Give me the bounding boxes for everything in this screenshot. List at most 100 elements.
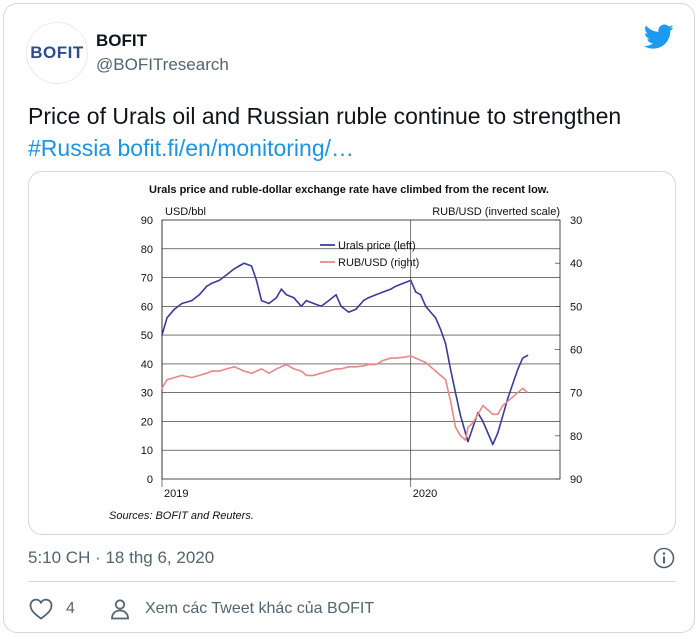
data-point — [402, 356, 404, 358]
data-point — [449, 368, 452, 371]
data-point — [238, 368, 240, 370]
data-point — [390, 357, 392, 359]
right-tick-label: 70 — [570, 388, 582, 400]
data-point — [487, 409, 489, 411]
data-point — [375, 294, 377, 296]
data-point — [502, 404, 504, 407]
twitter-bird-icon[interactable] — [644, 24, 674, 50]
tweet-timestamp[interactable]: 5:10 CH · 18 thg 6, 2020 — [28, 548, 215, 567]
data-point — [328, 299, 330, 302]
data-point — [454, 426, 457, 428]
left-tick-label: 80 — [141, 244, 153, 256]
data-point — [459, 435, 462, 437]
data-point — [313, 302, 315, 305]
right-tick-label: 60 — [570, 345, 582, 357]
data-point — [275, 297, 278, 299]
left-tick-label: 50 — [141, 330, 153, 342]
data-point — [367, 297, 370, 299]
data-point — [355, 366, 357, 368]
data-point — [482, 404, 484, 407]
display-name[interactable]: BOFIT — [96, 31, 147, 50]
right-axis-label: RUB/USD (inverted scale) — [432, 206, 560, 218]
data-point — [313, 374, 315, 377]
data-point — [218, 279, 220, 282]
data-point — [425, 305, 427, 307]
data-point — [444, 343, 447, 345]
data-point — [527, 354, 529, 356]
x-tick-label: 2020 — [413, 488, 437, 500]
data-point — [260, 368, 263, 370]
data-point — [211, 370, 213, 372]
data-point — [161, 334, 163, 336]
left-tick-label: 10 — [141, 445, 153, 457]
avatar[interactable]: BOFIT — [26, 22, 88, 84]
left-tick-label: 20 — [141, 416, 153, 428]
user-handle[interactable]: @BOFITresearch — [96, 55, 229, 74]
like-count: 4 — [66, 600, 75, 617]
series-line-1 — [161, 355, 529, 441]
data-point — [439, 374, 442, 377]
data-point — [434, 317, 437, 319]
data-point — [250, 265, 253, 267]
data-point — [181, 302, 183, 305]
data-point — [467, 440, 469, 443]
more-tweets-link[interactable]: Xem các Tweet khác của BOFIT — [145, 600, 375, 617]
data-point — [482, 420, 484, 423]
data-point — [415, 357, 417, 359]
data-point — [527, 392, 529, 394]
data-point — [497, 413, 499, 415]
data-point — [449, 400, 452, 402]
right-tick-label: 50 — [570, 301, 582, 313]
data-point — [439, 328, 442, 331]
data-point — [255, 370, 258, 372]
data-point — [522, 387, 524, 389]
data-point — [328, 370, 330, 372]
data-point — [375, 363, 377, 366]
data-point — [367, 363, 370, 366]
data-point — [268, 372, 270, 374]
data-point — [335, 294, 337, 296]
data-point — [173, 308, 176, 310]
data-point — [492, 443, 494, 446]
data-point — [335, 368, 337, 370]
url-link[interactable]: bofit.fi/en/monitoring/… — [117, 135, 355, 161]
data-point — [293, 297, 295, 299]
data-point — [275, 368, 278, 370]
data-point — [522, 357, 524, 359]
person-icon[interactable] — [108, 597, 132, 621]
data-point — [512, 383, 514, 385]
data-point — [347, 366, 350, 368]
data-point — [382, 291, 385, 293]
data-point — [340, 305, 342, 307]
data-point — [218, 370, 220, 372]
tweet-text: Price of Urals oil and Russian ruble con… — [28, 100, 678, 164]
hashtag-link[interactable]: #Russia — [28, 135, 112, 161]
right-tick-label: 40 — [570, 258, 582, 270]
data-point — [166, 379, 168, 381]
data-point — [166, 317, 168, 319]
data-point — [285, 363, 288, 366]
data-point — [472, 426, 474, 428]
data-point — [429, 311, 432, 313]
data-point — [362, 299, 365, 302]
info-icon[interactable] — [653, 547, 675, 569]
data-point — [260, 299, 263, 302]
data-point — [198, 294, 200, 296]
data-point — [512, 396, 514, 398]
tweet-media-chart[interactable]: Urals price and ruble-dollar exchange ra… — [28, 171, 676, 535]
data-point — [198, 374, 200, 377]
right-tick-label: 90 — [570, 474, 582, 486]
data-point — [517, 392, 519, 394]
left-tick-label: 60 — [141, 301, 153, 313]
right-tick-label: 80 — [570, 431, 582, 443]
data-point — [517, 368, 519, 371]
data-point — [425, 361, 427, 364]
data-point — [472, 422, 474, 424]
data-point — [507, 397, 509, 400]
data-point — [300, 370, 302, 372]
heart-icon[interactable] — [29, 598, 53, 620]
data-point — [250, 372, 253, 374]
left-tick-label: 0 — [147, 474, 153, 486]
data-point — [459, 415, 462, 417]
tweet-card[interactable]: BOFIT BOFIT @BOFITresearch Price of Ural… — [3, 3, 695, 633]
